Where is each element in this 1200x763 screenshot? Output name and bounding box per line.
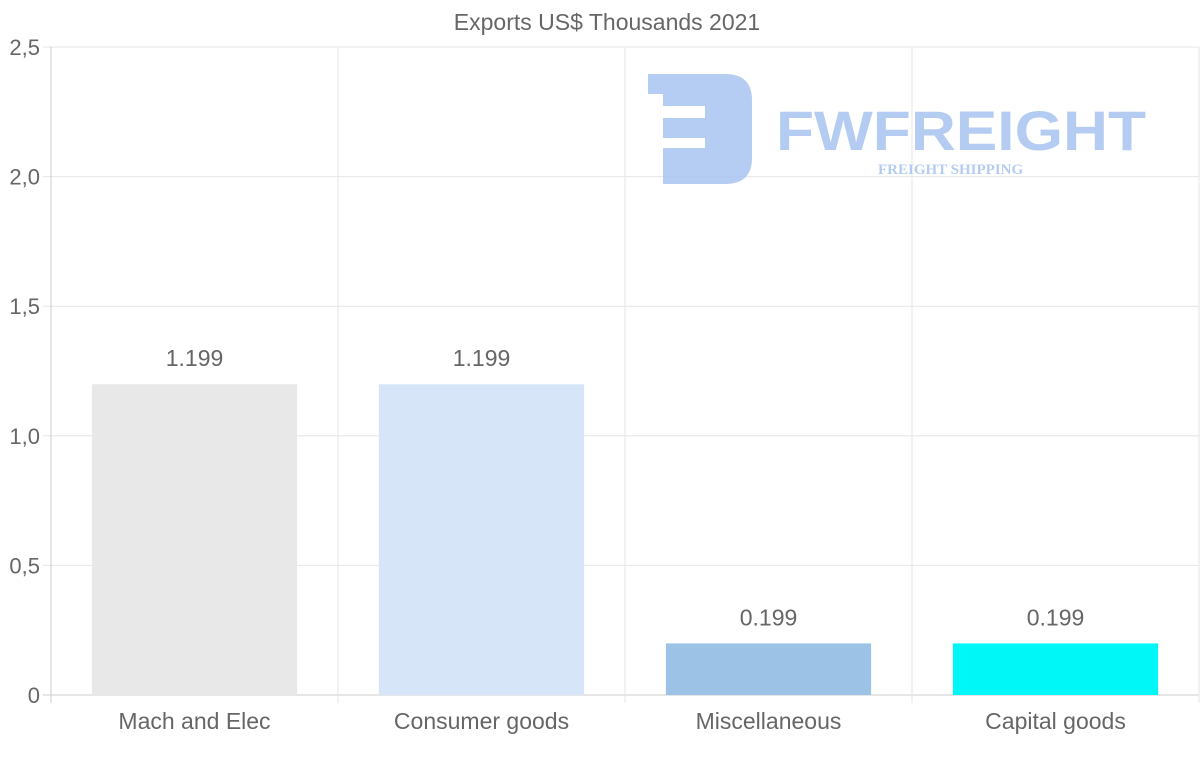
y-tick-label: 1,0 <box>9 424 40 449</box>
y-tick-label: 2,0 <box>9 165 40 190</box>
watermark-logo: FWFREIGHT FREIGHT SHIPPING <box>648 74 1146 184</box>
watermark-logo-icon <box>648 74 752 184</box>
data-label: 1.199 <box>166 345 224 371</box>
data-label: 0.199 <box>740 604 798 630</box>
y-tick-label: 0 <box>28 683 40 708</box>
data-label: 0.199 <box>1027 604 1085 630</box>
data-label: 1.199 <box>453 345 511 371</box>
bar <box>378 384 585 695</box>
bar <box>91 384 298 695</box>
y-tick-label: 2,5 <box>9 35 40 60</box>
x-tick-label: Mach and Elec <box>118 708 270 734</box>
watermark-brand: FWFREIGHT <box>776 99 1146 162</box>
y-tick-label: 1,5 <box>9 294 40 319</box>
chart-title: Exports US$ Thousands 2021 <box>454 9 760 35</box>
bars <box>91 384 1159 695</box>
x-tick-label: Miscellaneous <box>696 708 842 734</box>
watermark-tagline: FREIGHT SHIPPING <box>878 162 1023 178</box>
y-tick-label: 0,5 <box>9 553 40 578</box>
x-tick-label: Consumer goods <box>394 708 569 734</box>
x-tick-label: Capital goods <box>985 708 1126 734</box>
labels: 0 0,5 1,0 1,5 2,0 2,5 1.199 Mach and Elec 1.199 C… <box>9 35 1125 734</box>
bar <box>665 643 872 695</box>
bar <box>952 643 1159 695</box>
